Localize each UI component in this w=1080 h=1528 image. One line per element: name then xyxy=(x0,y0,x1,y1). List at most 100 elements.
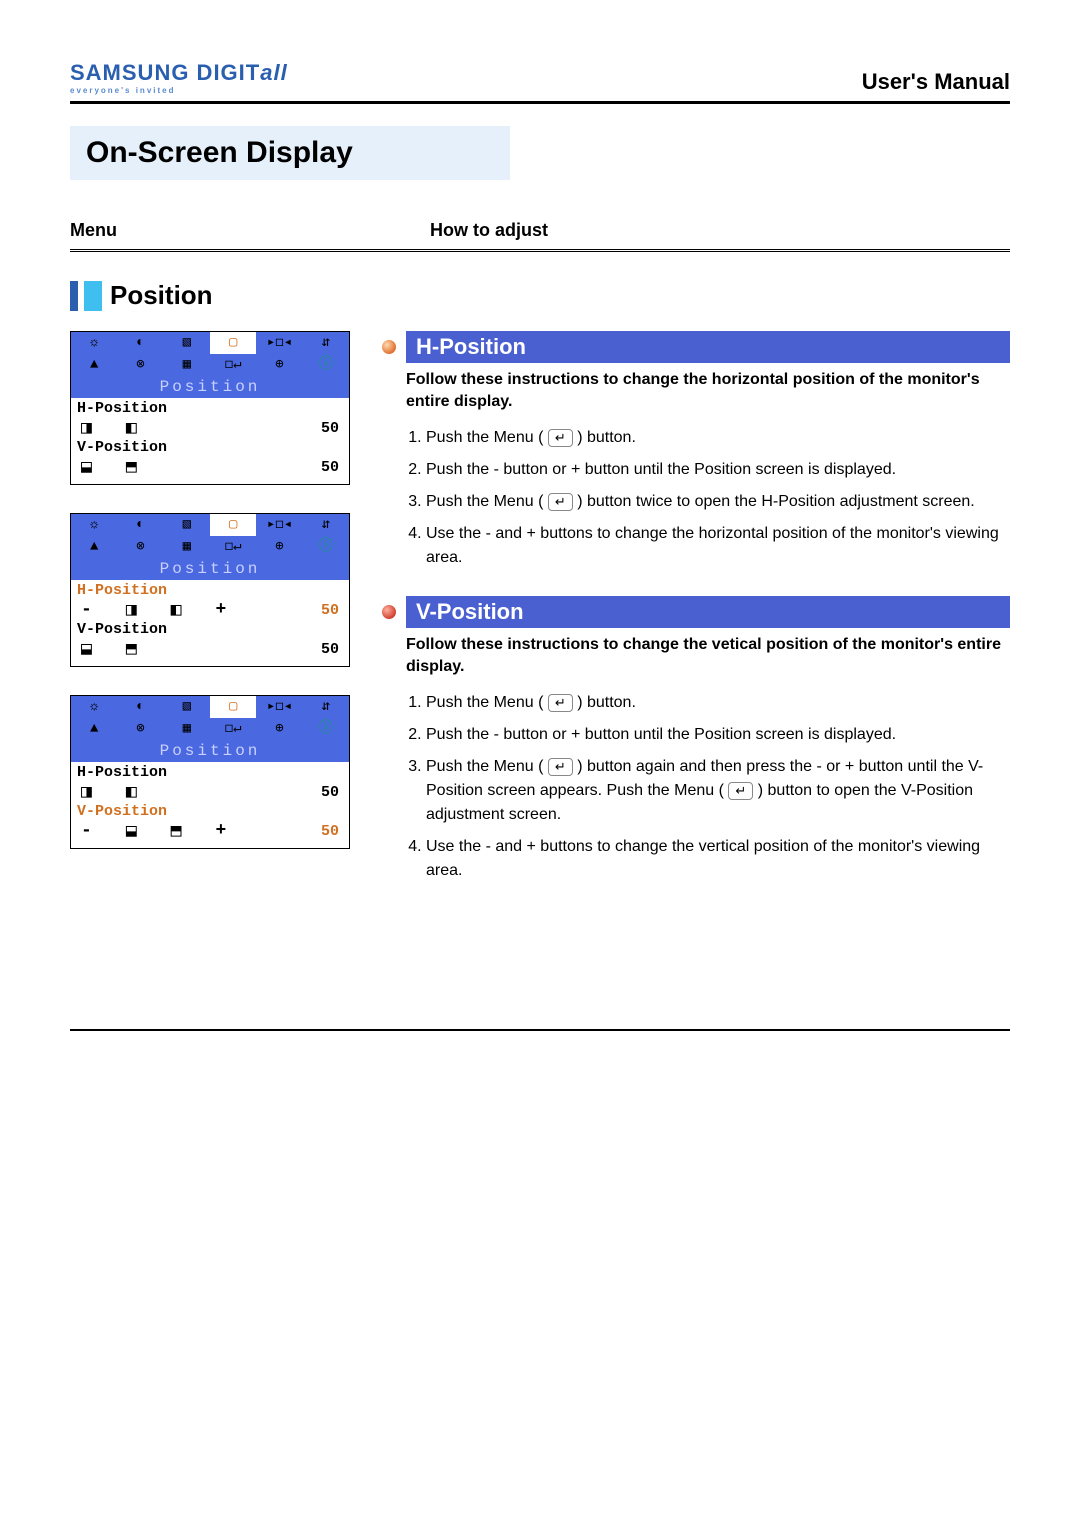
osd-icon: ⇵ xyxy=(303,696,349,718)
step: Push the Menu ( ↵ ) button. xyxy=(426,691,1010,715)
h-position-label: H-Position xyxy=(77,400,343,417)
section-title: Position xyxy=(70,280,1010,311)
col-menu-label: Menu xyxy=(70,220,430,241)
osd-icon: ▧ xyxy=(164,332,210,354)
osd-icon-info: ⓘ xyxy=(303,354,349,376)
osd-icon: ◐ xyxy=(117,514,163,536)
instructions-column: H-Position Follow these instructions to … xyxy=(382,331,1010,909)
h-position-label-active: H-Position xyxy=(77,582,343,599)
h-position-desc: Follow these instructions to change the … xyxy=(406,369,1010,412)
h-position-steps: Push the Menu ( ↵ ) button. Push the - b… xyxy=(402,426,1010,570)
osd-icon: ▦ xyxy=(164,718,210,740)
menu-button-icon: ↵ xyxy=(548,694,573,712)
osd-icon-selected: ▢ xyxy=(210,332,256,354)
v-glyphs: ⬓⬒ xyxy=(81,638,137,660)
osd-icon: ⊕ xyxy=(256,354,302,376)
section-bar-light xyxy=(84,281,102,311)
step: Push the - button or + button until the … xyxy=(426,723,1010,747)
osd-icon: ▧ xyxy=(164,696,210,718)
menu-button-icon: ↵ xyxy=(728,782,753,800)
osd-icon: ⊗ xyxy=(117,354,163,376)
v-position-heading: V-Position xyxy=(382,596,1010,628)
menu-button-icon: ↵ xyxy=(548,758,573,776)
v-value: 50 xyxy=(321,459,339,476)
brand-tagline: everyone's invited xyxy=(70,86,288,95)
v-position-label: V-Position xyxy=(77,621,343,638)
osd-icon: ▧ xyxy=(164,514,210,536)
osd-title: Position xyxy=(71,740,349,762)
bullet-icon xyxy=(382,340,396,354)
osd-title: Position xyxy=(71,376,349,398)
menu-button-icon: ↵ xyxy=(548,429,573,447)
brand-name: SAMSUNG DIGIT xyxy=(70,60,260,85)
v-glyphs: ⬓⬒ xyxy=(81,456,137,478)
content-row: ☼ ◐ ▧ ▢ ▸◻◂ ⇵ ▲ ⊗ ▦ ◻↵ ⊕ ⓘ Position H-Po… xyxy=(70,331,1010,909)
columns-header: Menu How to adjust xyxy=(70,220,1010,252)
osd-icon-selected: ▢ xyxy=(210,696,256,718)
osd-icon: ◻↵ xyxy=(210,718,256,740)
osd-icon: ◐ xyxy=(117,332,163,354)
v-position-desc: Follow these instructions to change the … xyxy=(406,634,1010,677)
col-howto-label: How to adjust xyxy=(430,220,548,241)
osd-icon: ⊗ xyxy=(117,718,163,740)
v-glyphs-active: -⬓⬒+ xyxy=(81,820,226,842)
h-position-heading: H-Position xyxy=(382,331,1010,363)
h-position-label: H-Position xyxy=(77,764,343,781)
brand-suffix: all xyxy=(260,60,287,85)
manual-page: SAMSUNG DIGITall everyone's invited User… xyxy=(0,0,1080,1528)
brand-logo: SAMSUNG DIGITall everyone's invited xyxy=(70,60,288,95)
osd-icon: ⊗ xyxy=(117,536,163,558)
step: Use the - and + buttons to change the ho… xyxy=(426,522,1010,570)
step: Push the Menu ( ↵ ) button twice to open… xyxy=(426,490,1010,514)
footer-rule xyxy=(70,1029,1010,1031)
osd-icon: ⊕ xyxy=(256,536,302,558)
osd-panel-v-active: ☼ ◐ ▧ ▢ ▸◻◂ ⇵ ▲ ⊗ ▦ ◻↵ ⊕ ⓘ Position H-Po… xyxy=(70,695,350,849)
osd-icon-info: ⓘ xyxy=(303,536,349,558)
v-value: 50 xyxy=(321,641,339,658)
step: Push the Menu ( ↵ ) button. xyxy=(426,426,1010,450)
osd-icon: ☼ xyxy=(71,696,117,718)
h-glyphs: ◨◧ xyxy=(81,781,137,803)
osd-icon: ▲ xyxy=(71,718,117,740)
osd-icon: ⇵ xyxy=(303,514,349,536)
osd-icon-grid: ☼ ◐ ▧ ▢ ▸◻◂ ⇵ ▲ ⊗ ▦ ◻↵ ⊕ ⓘ xyxy=(71,696,349,740)
osd-icon-grid: ☼ ◐ ▧ ▢ ▸◻◂ ⇵ ▲ ⊗ ▦ ◻↵ ⊕ ⓘ xyxy=(71,332,349,376)
osd-screenshots-column: ☼ ◐ ▧ ▢ ▸◻◂ ⇵ ▲ ⊗ ▦ ◻↵ ⊕ ⓘ Position H-Po… xyxy=(70,331,350,909)
v-position-steps: Push the Menu ( ↵ ) button. Push the - b… xyxy=(402,691,1010,883)
section-bar-dark xyxy=(70,281,78,311)
osd-icon: ▲ xyxy=(71,536,117,558)
page-title-band: On-Screen Display xyxy=(70,126,510,180)
osd-icon-grid: ☼ ◐ ▧ ▢ ▸◻◂ ⇵ ▲ ⊗ ▦ ◻↵ ⊕ ⓘ xyxy=(71,514,349,558)
osd-icon-selected: ▢ xyxy=(210,514,256,536)
v-position-label-active: V-Position xyxy=(77,803,343,820)
section-label: Position xyxy=(110,280,213,311)
step: Push the Menu ( ↵ ) button again and the… xyxy=(426,755,1010,827)
osd-panel-default: ☼ ◐ ▧ ▢ ▸◻◂ ⇵ ▲ ⊗ ▦ ◻↵ ⊕ ⓘ Position H-Po… xyxy=(70,331,350,485)
osd-icon: ▸◻◂ xyxy=(256,696,302,718)
osd-icon: ◐ xyxy=(117,696,163,718)
osd-icon: ◻↵ xyxy=(210,536,256,558)
osd-icon: ☼ xyxy=(71,514,117,536)
step: Use the - and + buttons to change the ve… xyxy=(426,835,1010,883)
osd-icon: ▸◻◂ xyxy=(256,332,302,354)
osd-icon-info: ⓘ xyxy=(303,718,349,740)
h-value: 50 xyxy=(321,784,339,801)
h-glyphs: ◨◧ xyxy=(81,417,137,439)
osd-icon: ▸◻◂ xyxy=(256,514,302,536)
menu-button-icon: ↵ xyxy=(548,493,573,511)
h-glyphs-active: -◨◧+ xyxy=(81,599,226,621)
osd-icon: ⊕ xyxy=(256,718,302,740)
page-title: On-Screen Display xyxy=(86,136,353,169)
osd-panel-h-active: ☼ ◐ ▧ ▢ ▸◻◂ ⇵ ▲ ⊗ ▦ ◻↵ ⊕ ⓘ Position H-Po… xyxy=(70,513,350,667)
osd-icon: ▦ xyxy=(164,536,210,558)
osd-title: Position xyxy=(71,558,349,580)
h-value: 50 xyxy=(321,420,339,437)
step: Push the - button or + button until the … xyxy=(426,458,1010,482)
osd-icon: ▲ xyxy=(71,354,117,376)
osd-icon: ⇵ xyxy=(303,332,349,354)
h-position-title: H-Position xyxy=(406,331,1010,363)
osd-icon: ▦ xyxy=(164,354,210,376)
v-position-label: V-Position xyxy=(77,439,343,456)
doc-title: User's Manual xyxy=(862,69,1010,95)
page-header: SAMSUNG DIGITall everyone's invited User… xyxy=(70,60,1010,104)
